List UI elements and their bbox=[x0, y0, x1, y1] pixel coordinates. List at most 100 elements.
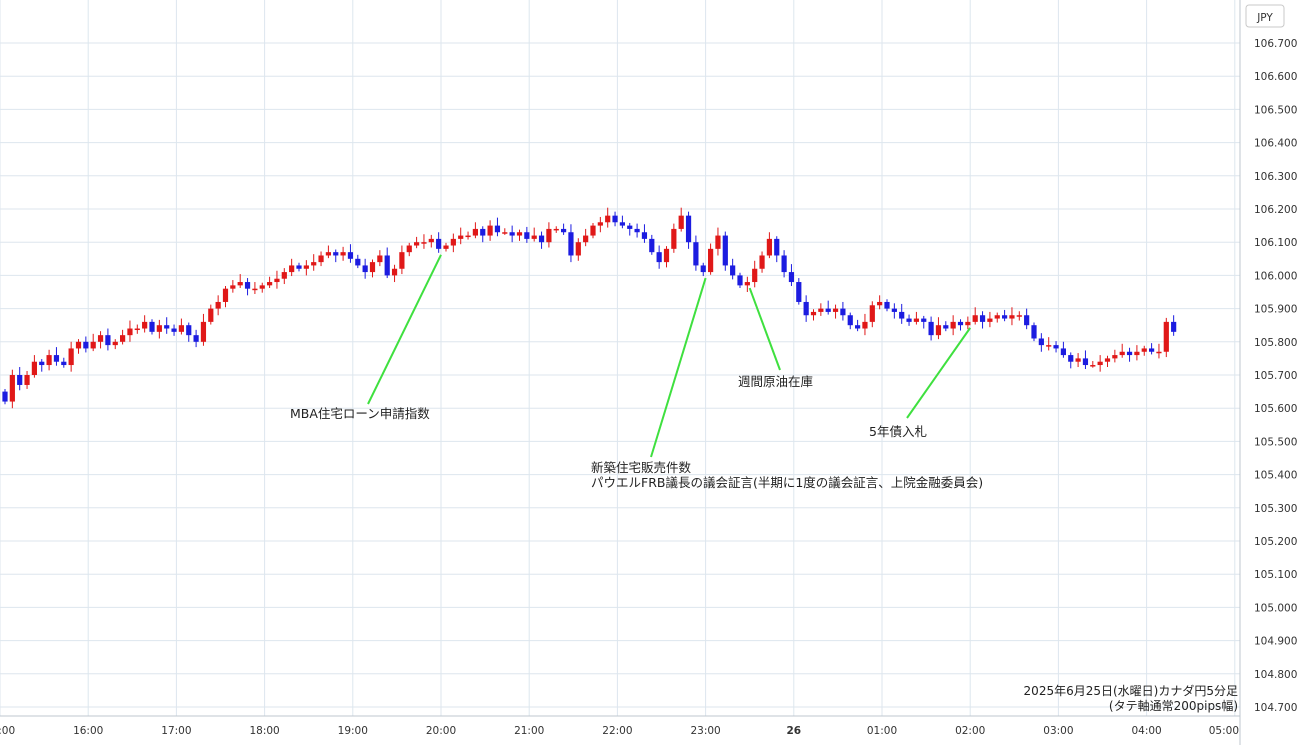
y-tick-label: 106.200 bbox=[1254, 204, 1297, 216]
candle-body bbox=[957, 321, 964, 326]
candle-body bbox=[1097, 361, 1103, 366]
candle-body bbox=[832, 308, 839, 312]
candle-body bbox=[862, 321, 868, 329]
candle-body bbox=[766, 238, 772, 256]
candle-body bbox=[1016, 315, 1022, 317]
candle-body bbox=[406, 245, 412, 253]
y-tick-label: 104.900 bbox=[1254, 636, 1297, 648]
candle-body bbox=[994, 315, 1000, 319]
annotation-line bbox=[748, 287, 781, 371]
candle-body bbox=[120, 335, 126, 342]
candle-body bbox=[318, 255, 324, 263]
candle-body bbox=[818, 308, 824, 312]
candle-body bbox=[90, 341, 96, 349]
y-tick-label: 105.000 bbox=[1254, 602, 1297, 614]
y-tick-label: 106.600 bbox=[1254, 71, 1297, 83]
candle-body bbox=[553, 228, 559, 231]
y-tick-label: 105.200 bbox=[1254, 536, 1297, 548]
candle-body bbox=[311, 262, 317, 266]
candle-body bbox=[296, 265, 302, 269]
candle-body bbox=[685, 215, 692, 243]
candle-body bbox=[303, 265, 309, 269]
candle-body bbox=[75, 341, 82, 349]
candle-body bbox=[281, 272, 287, 279]
candle-body bbox=[627, 225, 633, 229]
candle-body bbox=[516, 232, 523, 236]
candle-body bbox=[274, 278, 280, 283]
candle-body bbox=[987, 318, 993, 322]
annotation-label: パウエルFRB議長の議会証言(半期に1度の議会証言、上院金融委員会) bbox=[591, 475, 983, 490]
candle-body bbox=[200, 321, 207, 342]
candle-body bbox=[1009, 315, 1015, 319]
candle-body bbox=[222, 288, 229, 302]
candle-body bbox=[810, 311, 817, 316]
candle-body bbox=[855, 325, 861, 329]
candle-body bbox=[906, 318, 912, 322]
candle-body bbox=[656, 252, 662, 263]
candle-body bbox=[575, 242, 581, 256]
candle-body bbox=[443, 245, 449, 249]
chart-title: 2025年6月25日(水曜日)カナダ円5分足 bbox=[1024, 683, 1238, 698]
candle-body bbox=[1163, 321, 1169, 352]
candle-body bbox=[1090, 365, 1096, 367]
y-tick-label: 105.600 bbox=[1254, 403, 1297, 415]
x-tick-label: 02:00 bbox=[955, 725, 985, 737]
candle-body bbox=[480, 228, 486, 236]
candle-body bbox=[546, 228, 552, 243]
x-tick-label: 04:00 bbox=[1131, 725, 1161, 737]
candle-body bbox=[502, 232, 508, 234]
candle-body bbox=[715, 235, 721, 249]
candle-body bbox=[891, 308, 897, 312]
candle-body bbox=[678, 215, 684, 229]
candle-body bbox=[436, 238, 442, 249]
candle-body bbox=[178, 325, 184, 332]
candle-body bbox=[921, 318, 927, 322]
candle-body bbox=[781, 255, 787, 273]
candle-body bbox=[803, 301, 809, 316]
x-tick-label: 23:00 bbox=[690, 725, 720, 737]
candle-body bbox=[259, 285, 265, 289]
candle-body bbox=[1082, 358, 1089, 366]
candle-body bbox=[1149, 348, 1155, 352]
y-tick-label: 105.700 bbox=[1254, 370, 1297, 382]
candle-body bbox=[267, 282, 273, 286]
candle-body bbox=[737, 275, 743, 286]
candle-body bbox=[347, 252, 354, 259]
candle-body bbox=[1060, 348, 1066, 356]
x-tick-label: 21:00 bbox=[514, 725, 544, 737]
x-tick-label: 05:00 bbox=[1209, 725, 1239, 737]
candle-body bbox=[708, 248, 714, 273]
candle-body bbox=[1112, 355, 1118, 359]
candle-body bbox=[612, 215, 618, 223]
candle-body bbox=[355, 258, 361, 266]
candle-body bbox=[590, 225, 596, 236]
candle-body bbox=[759, 255, 765, 269]
candle-body bbox=[391, 268, 398, 276]
annotation-label: 週間原油在庫 bbox=[738, 374, 813, 389]
candle-body bbox=[450, 238, 456, 246]
candle-body bbox=[252, 288, 258, 291]
candle-body bbox=[583, 235, 589, 243]
candle-body bbox=[1031, 325, 1037, 339]
candle-body bbox=[289, 265, 295, 273]
candle-body bbox=[1038, 338, 1044, 346]
candle-body bbox=[31, 361, 37, 375]
candle-body bbox=[641, 232, 648, 239]
candle-body bbox=[605, 215, 611, 223]
candle-body bbox=[377, 255, 383, 263]
annotation-line bbox=[367, 254, 442, 405]
candle-body bbox=[465, 235, 471, 238]
y-tick-label: 105.300 bbox=[1254, 503, 1297, 515]
candle-body bbox=[538, 235, 545, 243]
candle-body bbox=[186, 325, 192, 336]
candle-body bbox=[869, 305, 875, 322]
candle-body bbox=[730, 265, 736, 276]
candle-body bbox=[17, 375, 23, 385]
candle-body bbox=[325, 252, 331, 256]
candle-body bbox=[847, 315, 853, 326]
candle-body bbox=[472, 228, 478, 236]
candle-body bbox=[399, 252, 405, 269]
y-tick-label: 106.700 bbox=[1254, 38, 1297, 50]
currency-badge-label: JPY bbox=[1256, 12, 1273, 24]
